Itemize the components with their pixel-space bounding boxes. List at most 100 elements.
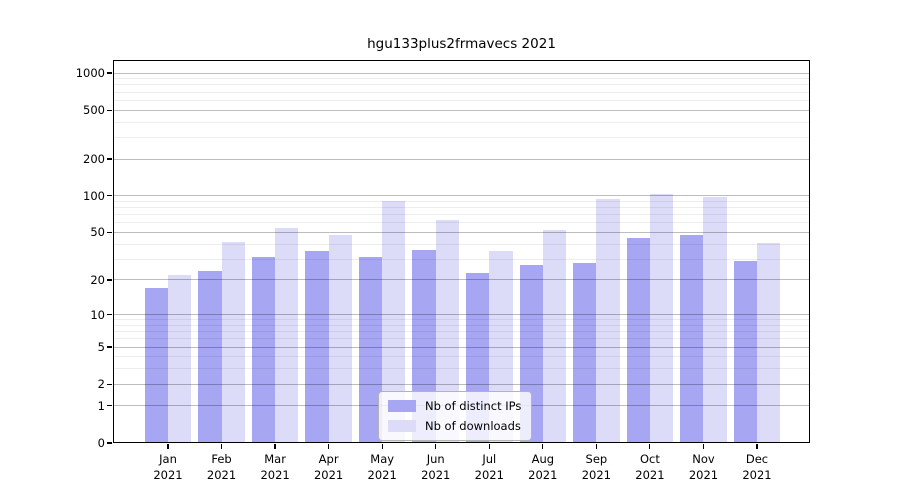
y-axis-tick-label: 200 [83,152,105,167]
major-gridline [113,383,810,385]
x-axis-tick-label: Apr 2021 [299,451,359,483]
minor-gridline [113,91,810,93]
x-axis-tick-mark [274,444,276,449]
major-gridline [113,158,810,160]
bar-downloads [757,242,781,443]
major-gridline [113,195,810,197]
chart-title: hgu133plus2frmavecs 2021 [367,36,556,52]
x-axis-tick-label: Feb 2021 [192,451,252,483]
x-axis-tick-mark [702,444,705,449]
y-axis-tick-mark [107,109,112,111]
x-axis-tick-label: Nov 2021 [673,451,733,483]
x-axis-tick-label: Jan 2021 [138,451,198,483]
bar-downloads [275,228,299,443]
y-axis-tick-label: 10 [90,307,105,322]
minor-gridline [113,258,810,260]
x-axis-month: Mar [264,452,286,466]
x-axis-year: 2021 [367,468,397,482]
minor-gridline [113,356,810,358]
major-gridline [113,314,810,316]
legend-swatch [388,420,416,432]
bar-downloads [649,194,674,443]
minor-gridline [113,319,810,321]
x-axis-year: 2021 [260,468,290,482]
legend-item: Nb of distinct IPs [388,399,521,413]
bar-distinct-ips [626,237,650,443]
bar-downloads [168,275,192,443]
legend-label: Nb of downloads [425,419,521,433]
x-axis-month: Jul [482,452,497,466]
y-axis-tick-label: 100 [83,188,105,203]
bar-downloads [435,220,460,443]
y-axis-tick-mark [107,383,112,385]
x-axis-year: 2021 [474,468,504,482]
minor-gridline [113,78,810,80]
major-gridline [113,72,810,74]
x-axis-year: 2021 [313,468,344,482]
major-gridline [113,279,810,281]
plot-area [113,60,810,443]
minor-gridline [113,136,810,138]
x-axis-tick-mark [649,444,651,449]
x-axis-month: Feb [211,452,232,466]
y-axis-tick-mark [107,279,112,281]
x-axis-month: Jun [426,452,445,466]
bar-distinct-ips [358,257,383,443]
x-axis-tick-label: Jun 2021 [406,451,466,483]
bar-downloads [596,199,620,443]
bar-distinct-ips [733,260,757,443]
y-axis-tick-mark [107,313,112,316]
x-axis-month: Dec [745,452,769,466]
y-axis-tick-label: 20 [90,272,105,287]
x-axis-year: 2021 [206,468,237,482]
bar-distinct-ips [144,288,168,443]
minor-gridline [113,324,810,326]
x-axis-tick-label: Dec 2021 [727,451,787,483]
x-axis-tick-label: Oct 2021 [620,451,680,483]
y-axis-tick-label: 1 [97,398,105,413]
x-axis-tick-label: May 2021 [352,451,412,483]
minor-gridline [113,207,810,209]
minor-gridline [113,214,810,216]
bar-distinct-ips [680,234,704,443]
bar-downloads [542,230,567,443]
x-axis-month: Aug [531,452,555,466]
y-axis-tick-mark [107,158,112,160]
minor-gridline [113,121,810,123]
x-axis-year: 2021 [635,468,665,482]
minor-gridline [113,222,810,224]
minor-gridline [113,84,810,86]
x-axis-month: Jan [159,452,177,466]
y-axis-tick-label: 0 [97,436,105,450]
x-axis-year: 2021 [688,468,719,482]
y-axis-tick-label: 5 [97,340,105,355]
y-axis-tick-label: 50 [90,225,105,240]
minor-gridline [113,331,810,333]
minor-gridline [113,338,810,340]
y-axis-tick-label: 500 [83,103,105,118]
x-axis-tick-label: Jul 2021 [459,451,519,483]
bar-downloads [328,234,352,443]
x-axis-year: 2021 [581,468,611,482]
y-axis-tick-mark [107,72,112,74]
legend: Nb of distinct IPs Nb of downloads [378,391,533,441]
x-axis-year: 2021 [153,468,183,482]
y-axis-tick-mark [107,195,112,197]
x-axis-tick-mark [756,444,758,449]
major-gridline [113,231,810,233]
y-axis-tick-mark [107,231,112,234]
y-axis-tick-label: 1000 [75,66,105,81]
x-axis-month: Apr [318,452,339,466]
y-axis-tick-mark [107,346,112,348]
major-gridline [113,346,810,348]
bar-downloads [382,201,406,443]
x-axis-tick-mark [381,444,383,449]
x-axis-month: Nov [692,452,715,466]
major-gridline [113,109,810,111]
bar-downloads [221,241,245,443]
legend-label: Nb of distinct IPs [425,399,522,413]
x-axis-tick-mark [595,444,597,449]
x-axis-tick-label: Sep 2021 [566,451,626,483]
minor-gridline [113,368,810,370]
